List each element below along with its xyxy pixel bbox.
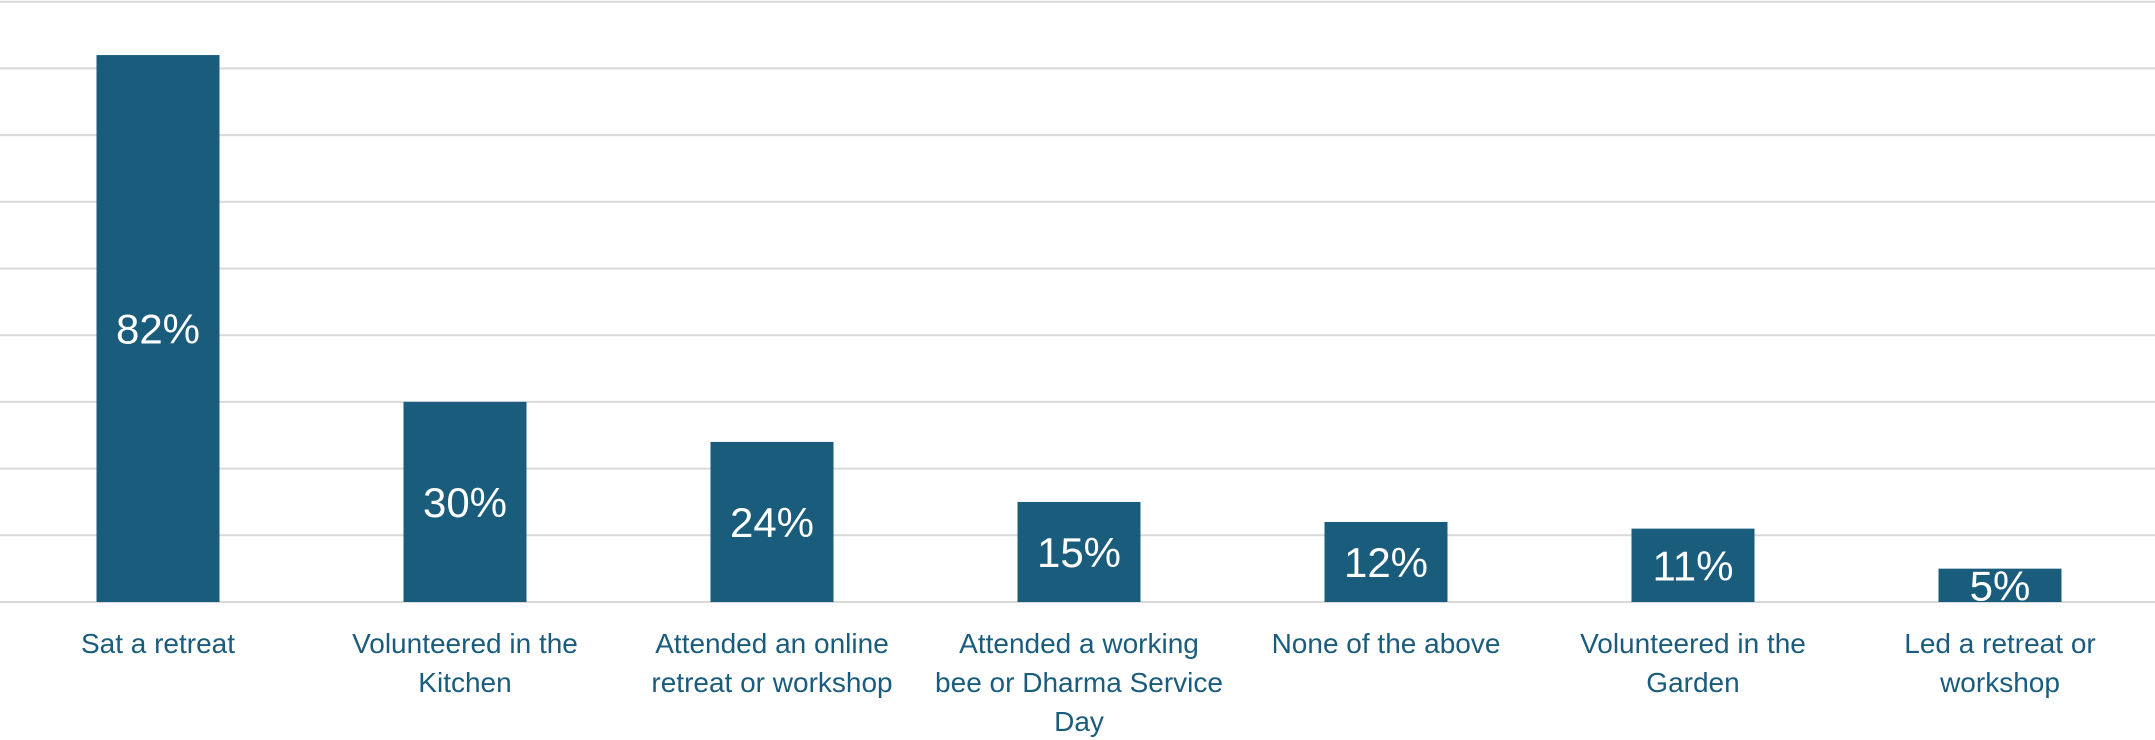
bar [96,55,220,603]
value-labels: 82% 30% 24% 15% 12% 11% 5% [116,306,2030,610]
category-label: None of the above [1272,628,1501,659]
data-label: 82% [116,306,200,353]
category-label-line: Kitchen [418,667,511,698]
bar [1938,568,2062,602]
category-labels: Sat a retreat Volunteered in the Kitchen At… [81,628,2096,737]
category-label: Volunteered in the Garden [1580,628,1806,698]
category-label: Led a retreat or workshop [1904,628,2095,698]
gridlines [0,0,2155,603]
category-label: Attended an online retreat or workshop [651,628,892,698]
category-label-line: Attended an online [655,628,889,659]
category-label-line: workshop [1939,667,2060,698]
bar [1631,528,1755,602]
category-label-line: Day [1054,706,1104,737]
data-label: 15% [1037,529,1121,576]
data-label: 5% [1970,562,2031,609]
category-label-line: Sat a retreat [81,628,235,659]
bar [403,401,527,602]
category-label-line: Volunteered in the [1580,628,1806,659]
category-label-line: Garden [1646,667,1739,698]
category-label: Sat a retreat [81,628,235,659]
bar [710,441,834,602]
bars [96,55,2062,603]
category-label-line: Volunteered in the [352,628,578,659]
data-label: 11% [1653,542,1734,589]
data-label: 12% [1344,539,1428,586]
category-label-line: Attended a working [959,628,1199,659]
category-label: Attended a working bee or Dharma Service D… [935,628,1223,737]
bar [1324,521,1448,602]
category-label-line: None of the above [1272,628,1501,659]
bar [1017,501,1141,602]
category-label-line: retreat or workshop [651,667,892,698]
category-label: Volunteered in the Kitchen [352,628,578,698]
data-label: 30% [423,479,507,526]
category-label-line: Led a retreat or [1904,628,2095,659]
data-label: 24% [730,499,814,546]
category-label-line: bee or Dharma Service [935,667,1223,698]
